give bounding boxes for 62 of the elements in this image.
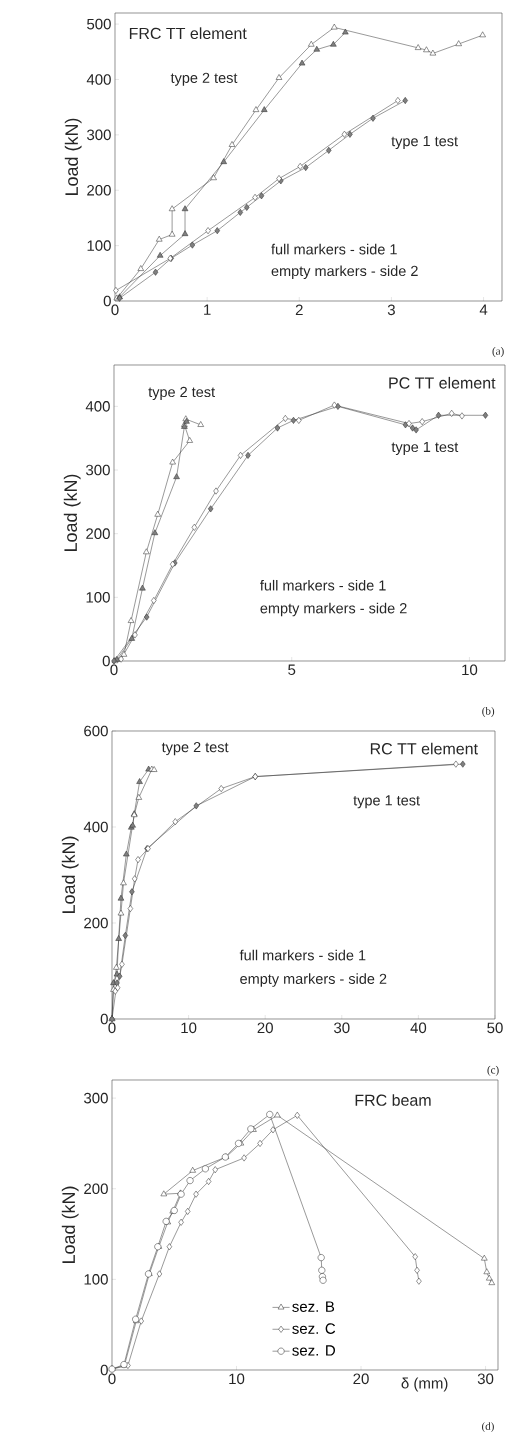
y-tick-label: 200 xyxy=(84,1183,108,1195)
annotation: full markers - side 1 xyxy=(260,579,386,591)
legend-label: sez. C xyxy=(292,1323,336,1334)
x-tick-label: 30 xyxy=(477,1373,494,1385)
text: PC TT element xyxy=(389,376,496,389)
annotation: full markers - side 1 xyxy=(239,949,366,961)
annotation: full markers - side 1 xyxy=(271,243,397,255)
text: (c) xyxy=(487,1065,499,1076)
y-tick-label: 200 xyxy=(84,917,108,929)
y-tick-label: 200 xyxy=(86,528,110,539)
y-tick-label: 600 xyxy=(84,725,108,737)
annotation: empty markers - side 2 xyxy=(240,973,387,987)
y-tick-label: 300 xyxy=(86,464,110,476)
y-tick-label: 400 xyxy=(85,401,110,412)
annotation: type 1 test xyxy=(391,441,459,455)
x-tick-label: 50 xyxy=(487,1022,503,1034)
text: (d) xyxy=(482,1422,494,1433)
y-tick-label: 300 xyxy=(84,1092,108,1104)
x-tick-label: 4 xyxy=(479,304,488,315)
text: (b) xyxy=(482,706,495,717)
y-tick-label: 100 xyxy=(84,1274,108,1285)
text: (a) xyxy=(492,347,504,357)
x-tick-label: 10 xyxy=(462,664,478,676)
x-tick-label: 5 xyxy=(288,664,296,675)
x-tick-label: 10 xyxy=(229,1373,245,1385)
x-tick-label: 1 xyxy=(204,304,211,315)
legend-label: sez. D xyxy=(292,1345,335,1356)
annotation: type 2 test xyxy=(170,72,238,86)
legend-label: sez. B xyxy=(292,1301,335,1312)
annotation: type 1 test xyxy=(353,795,420,809)
y-tick-label: 100 xyxy=(86,592,110,603)
y-axis-title: Load (kN) xyxy=(63,474,81,552)
annotation: type 1 test xyxy=(391,136,458,150)
y-axis-title: Load (kN) xyxy=(61,1186,79,1264)
y-tick-label: 500 xyxy=(87,18,111,30)
annotation: type 2 test xyxy=(148,386,215,400)
text: FRC TT element xyxy=(129,27,247,40)
y-tick-label: 0 xyxy=(100,1013,108,1025)
y-tick-label: 400 xyxy=(83,821,108,833)
annotation: empty markers - side 2 xyxy=(260,602,407,617)
y-tick-label: 0 xyxy=(102,655,110,667)
text: RC TT element xyxy=(370,742,478,755)
y-axis-title: Load (kN) xyxy=(64,118,82,196)
x-axis-title: δ (mm) xyxy=(401,1377,448,1392)
y-tick-label: 400 xyxy=(86,74,111,85)
x-tick-label: 40 xyxy=(410,1022,427,1034)
x-tick-label: 3 xyxy=(387,304,395,316)
annotation: type 2 test xyxy=(161,741,229,756)
x-tick-label: 2 xyxy=(295,304,303,316)
y-tick-label: 0 xyxy=(100,1364,108,1376)
y-axis-title: Load (kN) xyxy=(61,836,79,914)
x-tick-label: 0 xyxy=(111,304,119,316)
y-tick-label: 300 xyxy=(87,129,111,141)
x-tick-label: 20 xyxy=(257,1022,273,1034)
text: FRC beam xyxy=(355,1094,431,1106)
x-tick-label: 10 xyxy=(181,1022,197,1034)
annotation: empty markers - side 2 xyxy=(271,265,418,279)
x-tick-label: 30 xyxy=(334,1022,350,1034)
x-tick-label: 20 xyxy=(353,1373,369,1385)
y-tick-label: 200 xyxy=(87,184,111,196)
y-tick-label: 0 xyxy=(103,295,111,307)
y-tick-label: 100 xyxy=(87,240,111,251)
